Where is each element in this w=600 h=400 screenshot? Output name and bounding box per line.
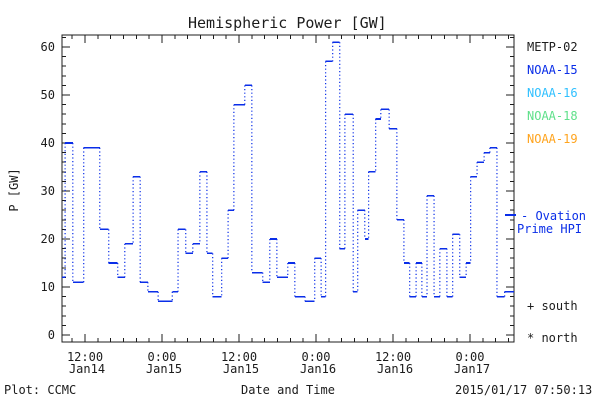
x-tick-time-label: 12:00 xyxy=(67,350,103,364)
x-tick-date-label: Jan15 xyxy=(146,362,182,376)
ovation-legend-line1: - Ovation xyxy=(521,209,587,223)
legend-item-noaa19: NOAA-19 xyxy=(527,132,578,146)
x-tick-time-label: 0:00 xyxy=(148,350,177,364)
legend-item-noaa18: NOAA-18 xyxy=(527,109,578,123)
y-tick-label: 30 xyxy=(41,184,55,198)
north-symbol-legend: * north xyxy=(527,331,578,345)
x-tick-time-label: 0:00 xyxy=(302,350,331,364)
south-symbol-legend: + south xyxy=(527,299,578,313)
plot-timestamp: 2015/01/17 07:50:13 xyxy=(455,383,593,397)
x-tick-time-label: 12:00 xyxy=(221,350,257,364)
y-tick-label: 20 xyxy=(41,232,55,246)
x-axis-label: Date and Time xyxy=(241,383,335,397)
y-tick-label: 60 xyxy=(41,40,55,54)
ovation-line-sample xyxy=(505,214,516,216)
y-tick-label: 10 xyxy=(41,280,55,294)
y-axis-label: P [GW] xyxy=(7,168,21,212)
x-tick-time-label: 0:00 xyxy=(456,350,485,364)
y-tick-label: 0 xyxy=(48,328,55,342)
x-tick-date-label: Jan17 xyxy=(454,362,490,376)
legend-item-metp02: METP-02 xyxy=(527,40,578,54)
y-tick-label: 50 xyxy=(41,88,55,102)
legend-item-noaa16: NOAA-16 xyxy=(527,86,578,100)
plot-frame xyxy=(61,34,515,343)
ovation-legend-line2: Prime HPI xyxy=(517,222,583,236)
y-tick-label: 40 xyxy=(41,136,55,150)
plot-credit: Plot: CCMC xyxy=(4,383,77,397)
x-tick-date-label: Jan15 xyxy=(223,362,259,376)
x-tick-date-label: Jan16 xyxy=(300,362,336,376)
legend-item-noaa15: NOAA-15 xyxy=(527,63,578,77)
x-tick-date-label: Jan14 xyxy=(69,362,105,376)
chart-title: Hemispheric Power [GW] xyxy=(188,14,387,32)
x-tick-time-label: 12:00 xyxy=(375,350,411,364)
x-tick-date-label: Jan16 xyxy=(377,362,413,376)
